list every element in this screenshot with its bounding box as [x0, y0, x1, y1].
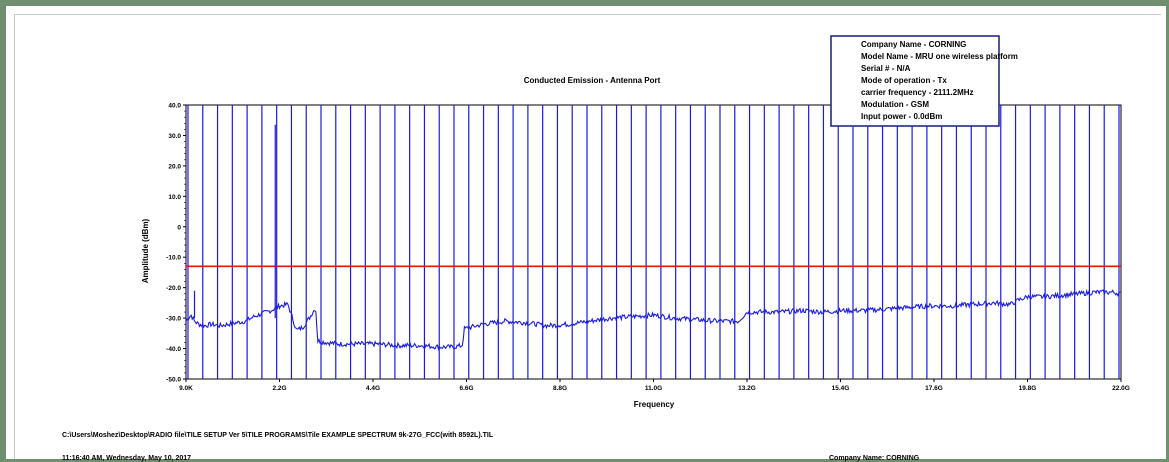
y-tick-label: 0: [177, 224, 181, 231]
chart-title: Conducted Emission - Antenna Port: [524, 76, 661, 85]
x-tick-label: 9.0K: [179, 385, 193, 392]
info-box-line: Model Name - MRU one wireless platform: [861, 52, 1018, 61]
info-box-line: Modulation - GSM: [861, 100, 929, 109]
x-tick-label: 11.0G: [645, 385, 662, 392]
x-tick-label: 17.6G: [925, 385, 943, 392]
info-box-border: [830, 35, 1000, 127]
timestamp: 11:16:40 AM, Wednesday, May 10, 2017: [62, 455, 192, 462]
y-tick-label: -30.0: [166, 316, 181, 323]
plot-border: [185, 104, 1122, 380]
x-tick-label: 22.0G: [1112, 385, 1130, 392]
y-tick-label: -20.0: [166, 285, 181, 292]
plot-area: 40.0 30.0 20.0 10.0 0 -10.0 -20.0 -30.0 -40.0 -50…: [166, 103, 1130, 393]
x-tick-label: 4.4G: [366, 385, 380, 392]
y-tick-label: 20.0: [168, 163, 181, 170]
company-name-footer: Company Name: CORNING: [829, 455, 920, 462]
y-tick-label: 40.0: [168, 103, 181, 110]
x-tick-label: 6.6G: [459, 385, 473, 392]
report-page: Conducted Emission - Antenna Port Amplit…: [14, 14, 1161, 462]
info-box-line: Mode of operation - Tx: [861, 76, 947, 85]
x-tick-label: 8.8G: [553, 385, 567, 392]
x-tick-label: 19.8G: [1019, 385, 1037, 392]
y-tick-label: -40.0: [166, 346, 181, 353]
x-tick-label: 13.2G: [738, 385, 756, 392]
info-box-line: carrier frequency - 2111.2MHz: [861, 88, 974, 97]
y-tick-label: 10.0: [168, 194, 181, 201]
x-tick-label: 15.4G: [832, 385, 850, 392]
y-tick-label: -10.0: [166, 255, 181, 262]
spectrum-trace: [185, 288, 1122, 351]
x-tick-label: 2.2G: [272, 385, 286, 392]
info-box-line: Input power - 0.0dBm: [861, 112, 942, 121]
y-tick-label: -50.0: [166, 377, 181, 384]
info-box-line: Serial # - N/A: [861, 64, 911, 73]
spectrum-chart: Conducted Emission - Antenna Port Amplit…: [141, 35, 1130, 409]
y-axis-label: Amplitude (dBm): [141, 218, 150, 283]
x-axis-label: Frequency: [634, 400, 675, 409]
info-box-line: Company Name - CORNING: [861, 40, 966, 49]
y-tick-label: 30.0: [168, 133, 181, 140]
file-path: C:\Users\Moshez\Desktop\RADIO file\TILE …: [62, 432, 494, 439]
info-box: Company Name - CORNING Model Name - MRU o…: [830, 35, 1018, 127]
